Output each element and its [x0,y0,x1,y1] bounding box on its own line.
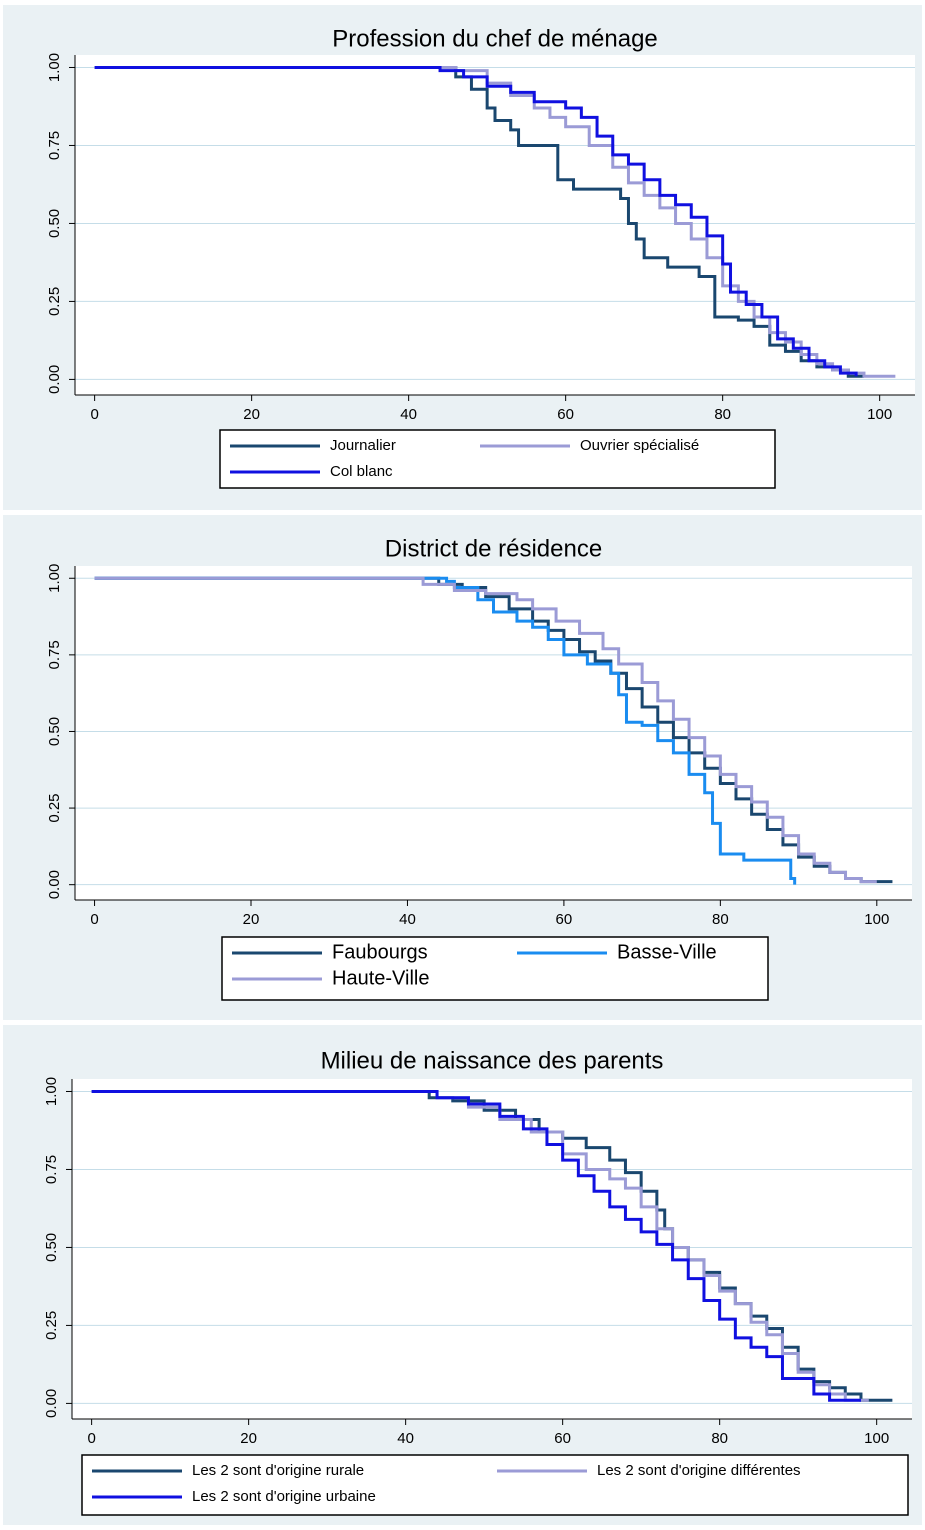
y-tick-label: 0.75 [46,131,63,160]
x-tick-label: 100 [864,1430,889,1447]
x-tick-label: 20 [243,911,260,928]
x-tick-label: 20 [243,406,260,423]
x-tick-label: 0 [90,911,98,928]
survival-line [94,576,877,884]
x-tick-label: 80 [712,911,729,928]
x-tick-label: 0 [90,406,98,423]
x-tick-label: 40 [399,911,416,928]
survival-line [94,576,797,885]
y-tick-label: 1.00 [43,1077,60,1106]
x-tick-label: 60 [557,406,574,423]
legend-label: Les 2 sont d'origine rurale [192,1462,364,1479]
y-tick-label: 1.00 [46,564,63,593]
y-tick-label: 0.75 [43,1155,60,1184]
x-tick-label: 60 [556,911,573,928]
y-tick-label: 0.50 [46,209,63,238]
y-tick-label: 1.00 [46,53,63,82]
legend-label: Haute-Ville [332,967,429,989]
legend-box [219,429,776,489]
chart-title: District de résidence [385,535,602,562]
x-tick-label: 20 [240,1430,257,1447]
y-tick-label: 0.25 [46,287,63,316]
chart-title: Profession du chef de ménage [332,25,658,52]
y-tick-label: 0.00 [46,870,63,899]
survival-line [91,1089,861,1402]
x-tick-label: 40 [397,1430,414,1447]
y-tick-label: 0.00 [46,365,63,394]
legend-label: Basse-Ville [617,941,717,963]
x-tick-label: 0 [87,1430,95,1447]
y-tick-label: 0.25 [46,793,63,822]
legend-box [221,936,769,1001]
legend-label: Journalier [330,437,396,454]
y-tick-label: 0.25 [43,1311,60,1340]
plot-area [72,1079,912,1419]
legend-label: Ouvrier spécialisé [580,437,699,454]
legend-label: Faubourgs [332,941,428,963]
x-tick-label: 80 [714,406,731,423]
y-tick-label: 0.50 [43,1233,60,1262]
legend-box [81,1454,909,1516]
legend-label: Col blanc [330,463,393,480]
survival-line [94,65,858,377]
survival-line [94,576,893,884]
y-tick-label: 0.00 [43,1389,60,1418]
plot-area [75,566,912,900]
x-tick-label: 80 [711,1430,728,1447]
legend-label: Les 2 sont d'origine différentes [597,1462,801,1479]
y-tick-label: 0.75 [46,640,63,669]
legend-label: Les 2 sont d'origine urbaine [192,1488,376,1505]
chart-title: Milieu de naissance des parents [321,1047,664,1074]
x-tick-label: 40 [400,406,417,423]
y-tick-label: 0.50 [46,717,63,746]
plot-area [75,55,915,395]
x-tick-label: 100 [867,406,892,423]
x-tick-label: 60 [554,1430,571,1447]
survival-line [94,65,864,378]
x-tick-label: 100 [864,911,889,928]
